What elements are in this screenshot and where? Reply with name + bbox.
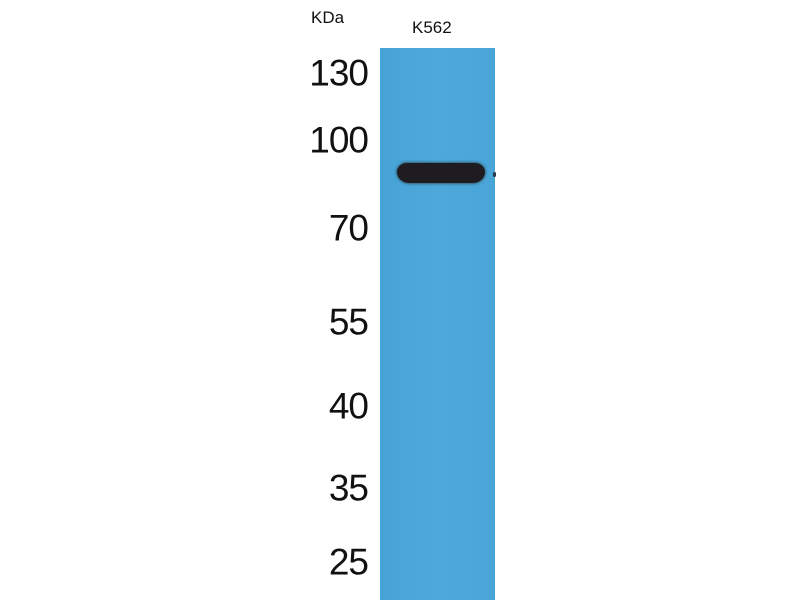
marker-100: 100 bbox=[309, 119, 369, 161]
lane-label-k562: K562 bbox=[412, 18, 452, 37]
marker-40: 40 bbox=[328, 385, 369, 427]
marker-70: 70 bbox=[328, 207, 369, 249]
protein-band bbox=[397, 163, 485, 183]
membrane-lane bbox=[380, 48, 495, 600]
marker-35: 35 bbox=[328, 467, 369, 509]
marker-25: 25 bbox=[328, 541, 369, 583]
marker-130: 130 bbox=[309, 52, 369, 94]
membrane-speck bbox=[493, 172, 496, 177]
marker-55: 55 bbox=[328, 301, 369, 343]
unit-label: KDa bbox=[311, 8, 345, 27]
